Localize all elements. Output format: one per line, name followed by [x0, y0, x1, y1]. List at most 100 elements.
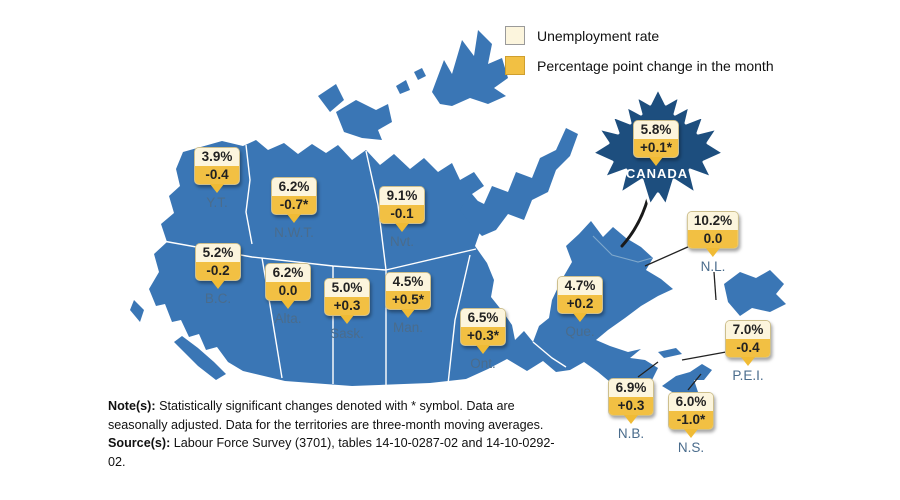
island-small-1	[396, 80, 410, 94]
note-body: Statistically significant changes denote…	[108, 399, 544, 432]
nb-bubble: 6.9% +0.3	[608, 378, 654, 416]
region-label-bc: B.C.	[204, 291, 232, 306]
border-nwt-nvt	[365, 150, 387, 271]
nvt-bubble: 9.1% -0.1	[379, 186, 425, 224]
bubble-pointer	[649, 157, 663, 166]
man-bubble: 4.5% +0.5*	[385, 272, 431, 310]
legend-item-unemployment: Unemployment rate	[505, 26, 774, 45]
callout-ont: 6.5% +0.3* Ont.	[460, 308, 506, 371]
region-label-nl: N.L.	[700, 259, 726, 274]
nvt-rate: 9.1%	[380, 187, 424, 205]
island-vancouver	[174, 336, 226, 380]
border-que-nl	[592, 235, 653, 263]
island-small-2	[414, 68, 426, 80]
pacific-islands	[130, 300, 226, 380]
callout-sask: 5.0% +0.3 Sask.	[324, 278, 370, 341]
arctic-islands	[318, 30, 578, 236]
bubble-pointer	[476, 345, 490, 354]
callout-canada: 5.8% +0.1*	[633, 120, 679, 166]
callout-ns: 6.0% -1.0* N.S.	[668, 392, 714, 455]
island-baffin	[460, 128, 578, 236]
region-label-sask: Sask.	[330, 326, 364, 341]
bc-bubble: 5.2% -0.2	[195, 243, 241, 281]
leader-nb	[637, 361, 659, 378]
canada-bubble: 5.8% +0.1*	[633, 120, 679, 158]
callout-man: 4.5% +0.5* Man.	[385, 272, 431, 335]
island-haida-gwaii	[130, 300, 144, 322]
legend: Unemployment rate Percentage point chang…	[505, 26, 774, 86]
island-ellesmere	[432, 30, 508, 106]
bubble-pointer	[395, 223, 409, 232]
notes-block: Note(s): Statistically significant chang…	[108, 397, 560, 472]
ns-bubble: 6.0% -1.0*	[668, 392, 714, 430]
region-label-ns: N.S.	[677, 440, 705, 455]
region-label-ont: Ont.	[470, 356, 496, 371]
bubble-pointer	[684, 429, 698, 438]
maple-leaf-stem	[620, 196, 650, 248]
callout-nvt: 9.1% -0.1 Nvt.	[379, 186, 425, 249]
bubble-pointer	[340, 315, 354, 324]
island-victoria	[336, 100, 392, 140]
callout-yt: 3.9% -0.4 Y.T.	[194, 147, 240, 210]
nb-rate: 6.9%	[609, 379, 653, 397]
pei-bubble: 7.0% -0.4	[725, 320, 771, 358]
legend-item-change: Percentage point change in the month	[505, 56, 774, 75]
island-banks	[318, 84, 344, 112]
source-body: Labour Force Survey (3701), tables 14-10…	[108, 436, 555, 469]
pei-change: -0.4	[726, 339, 770, 357]
island-pei	[658, 348, 682, 358]
leader-nl-labrador	[644, 245, 691, 267]
callout-nb: 6.9% +0.3 N.B.	[608, 378, 654, 441]
unemployment-rate-swatch	[505, 26, 525, 45]
nl-rate: 10.2%	[687, 212, 739, 230]
callout-nwt: 6.2% -0.7* N.W.T.	[271, 177, 317, 240]
yt-change: -0.4	[195, 166, 239, 184]
callout-pei: 7.0% -0.4 P.E.I.	[725, 320, 771, 383]
sask-rate: 5.0%	[325, 279, 369, 297]
note-text: Note(s): Statistically significant chang…	[108, 397, 560, 434]
source-label: Source(s):	[108, 436, 171, 451]
que-bubble: 4.7% +0.2	[557, 276, 603, 314]
sask-change: +0.3	[325, 297, 369, 315]
leader-ns	[687, 373, 702, 391]
legend-label: Unemployment rate	[537, 27, 660, 44]
border-bc-alta	[261, 257, 283, 379]
bubble-pointer	[281, 300, 295, 309]
leader-lines	[637, 245, 727, 391]
callout-bc: 5.2% -0.2 B.C.	[195, 243, 241, 306]
change-swatch	[505, 56, 525, 75]
island-southampton	[448, 188, 470, 208]
alta-rate: 6.2%	[266, 264, 310, 282]
region-label-nvt: Nvt.	[389, 234, 414, 249]
canada-change: +0.1*	[634, 139, 678, 157]
yt-bubble: 3.9% -0.4	[194, 147, 240, 185]
bc-change: -0.2	[196, 262, 240, 280]
bubble-pointer	[573, 313, 587, 322]
pei-rate: 7.0%	[726, 321, 770, 339]
nl-bubble: 10.2% 0.0	[686, 211, 740, 249]
alta-change: 0.0	[266, 282, 310, 300]
ont-change: +0.3*	[461, 327, 505, 345]
callout-que: 4.7% +0.2 Que.	[557, 276, 603, 339]
canada-label: CANADA	[625, 166, 689, 181]
canada-rate: 5.8%	[634, 121, 678, 139]
region-label-man: Man.	[392, 320, 423, 335]
note-label: Note(s):	[108, 399, 156, 413]
bubble-pointer	[210, 184, 224, 193]
bubble-pointer	[624, 415, 638, 424]
ont-rate: 6.5%	[461, 309, 505, 327]
border-ont-que	[532, 341, 567, 368]
nwt-bubble: 6.2% -0.7*	[271, 177, 317, 215]
source-text: Source(s): Labour Force Survey (3701), t…	[108, 434, 560, 471]
nl-change: 0.0	[687, 230, 739, 248]
bubble-pointer	[401, 309, 415, 318]
yt-rate: 3.9%	[195, 148, 239, 166]
nwt-rate: 6.2%	[272, 178, 316, 196]
region-label-que: Que.	[565, 324, 595, 339]
border-yt-nwt	[245, 144, 253, 245]
nvt-change: -0.1	[380, 205, 424, 223]
legend-label: Percentage point change in the month	[537, 57, 774, 74]
region-label-alta: Alta.	[274, 311, 302, 326]
bc-rate: 5.2%	[196, 244, 240, 262]
